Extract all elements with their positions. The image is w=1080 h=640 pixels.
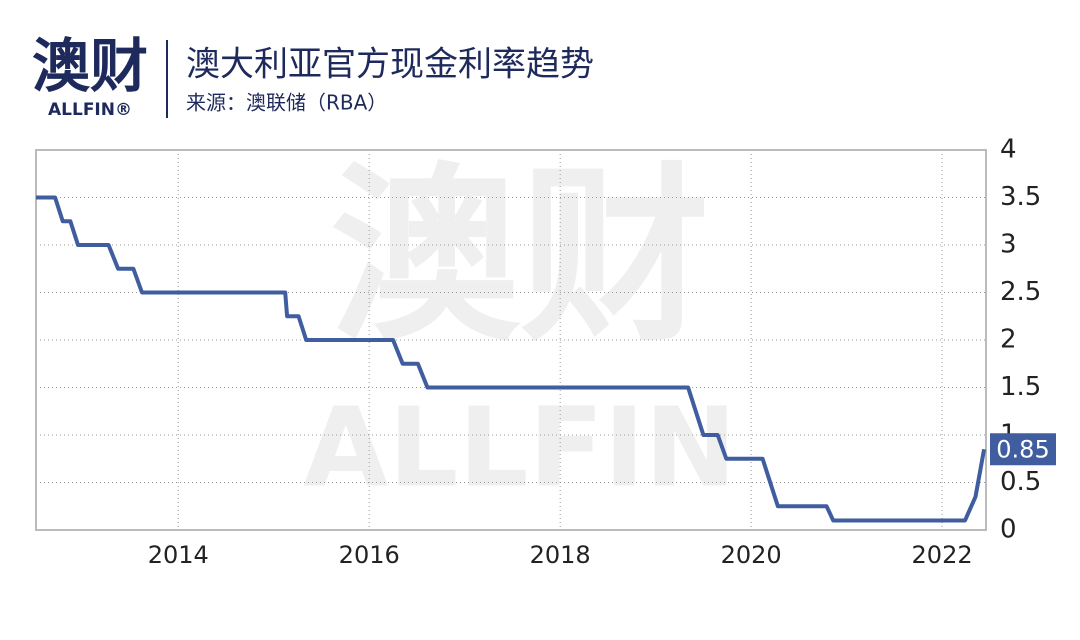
x-tick-label: 2016 <box>339 541 400 569</box>
y-tick-label: 0 <box>1000 515 1017 545</box>
x-tick-label: 2022 <box>912 541 973 569</box>
logo-en: ALLFIN® <box>48 100 132 120</box>
y-tick-label: 2.5 <box>1000 277 1041 307</box>
watermark-cn: 澳财 <box>330 146 710 367</box>
chart-subtitle: 来源：澳联储（RBA） <box>186 91 387 115</box>
x-tick-label: 2014 <box>148 541 209 569</box>
plot-frame <box>35 149 987 531</box>
y-tick-label: 2 <box>1000 325 1017 355</box>
end-label-box <box>990 433 1056 466</box>
y-tick-label: 3.5 <box>1000 182 1041 212</box>
logo-cn: 澳财 <box>32 32 148 100</box>
chart-title: 澳大利亚官方现金利率趋势 <box>186 45 594 85</box>
y-tick-label: 3 <box>1000 230 1017 260</box>
end-label: 0.85 <box>996 435 1049 463</box>
x-tick-label: 2020 <box>721 541 782 569</box>
y-tick-label: 1.5 <box>1000 372 1041 402</box>
watermark-en: ALLFIN <box>303 383 736 511</box>
x-tick-label: 2018 <box>530 541 591 569</box>
y-tick-label: 0.5 <box>1000 467 1041 497</box>
rate-line <box>36 195 987 523</box>
y-tick-label: 4 <box>1000 135 1017 165</box>
